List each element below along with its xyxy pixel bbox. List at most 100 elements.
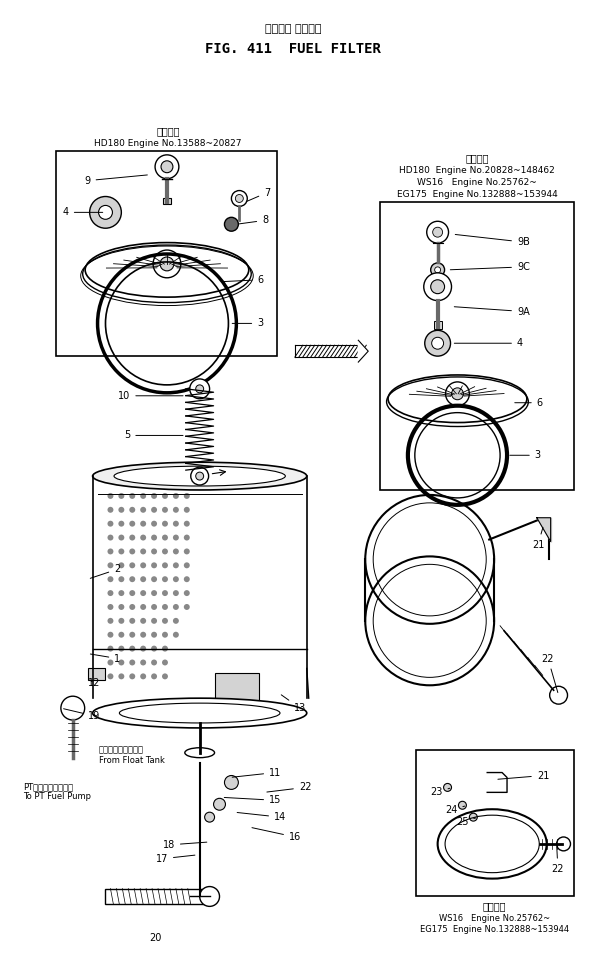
Circle shape <box>151 590 157 596</box>
Text: 16: 16 <box>252 828 301 842</box>
Text: From Float Tank: From Float Tank <box>98 756 164 765</box>
Text: 8: 8 <box>239 215 268 226</box>
Circle shape <box>107 590 114 596</box>
Circle shape <box>107 646 114 652</box>
Circle shape <box>196 385 204 393</box>
Circle shape <box>173 562 179 568</box>
Circle shape <box>107 521 114 526</box>
Text: 4: 4 <box>454 339 523 348</box>
Circle shape <box>118 631 124 637</box>
Circle shape <box>469 813 477 821</box>
Circle shape <box>162 673 168 679</box>
Circle shape <box>173 507 179 513</box>
Text: 3: 3 <box>232 318 263 329</box>
Circle shape <box>140 549 146 555</box>
Text: 1: 1 <box>90 654 120 664</box>
Circle shape <box>107 562 114 568</box>
Circle shape <box>426 221 449 243</box>
Circle shape <box>140 507 146 513</box>
Circle shape <box>423 272 452 301</box>
Ellipse shape <box>120 703 280 723</box>
Text: フュエル フィルタ: フュエル フィルタ <box>264 24 321 34</box>
Circle shape <box>173 618 179 624</box>
Circle shape <box>130 660 135 666</box>
Circle shape <box>162 590 168 596</box>
Circle shape <box>160 257 174 270</box>
Circle shape <box>118 576 124 582</box>
Circle shape <box>184 521 190 526</box>
Circle shape <box>184 493 190 499</box>
Text: 6: 6 <box>222 274 263 285</box>
Circle shape <box>151 549 157 555</box>
Circle shape <box>140 576 146 582</box>
Text: HD180 Engine No.13588~20827: HD180 Engine No.13588~20827 <box>94 139 241 149</box>
Circle shape <box>140 590 146 596</box>
Circle shape <box>550 686 568 704</box>
Text: WS16   Engine No.25762~: WS16 Engine No.25762~ <box>418 178 537 187</box>
Text: 9: 9 <box>84 175 147 186</box>
Ellipse shape <box>388 375 527 422</box>
Text: EG175  Engine No.132888~153944: EG175 Engine No.132888~153944 <box>397 190 558 199</box>
Circle shape <box>224 775 239 789</box>
Circle shape <box>130 507 135 513</box>
Polygon shape <box>537 518 551 542</box>
Circle shape <box>140 673 146 679</box>
Circle shape <box>200 886 220 907</box>
Circle shape <box>162 618 168 624</box>
Circle shape <box>118 493 124 499</box>
Circle shape <box>118 618 124 624</box>
Text: 21: 21 <box>532 527 544 550</box>
Circle shape <box>140 631 146 637</box>
Bar <box>214 673 259 708</box>
Circle shape <box>224 217 239 232</box>
Circle shape <box>140 604 146 610</box>
Circle shape <box>118 549 124 555</box>
Circle shape <box>162 562 168 568</box>
Text: 10: 10 <box>118 391 183 401</box>
Circle shape <box>452 388 464 400</box>
Text: 11: 11 <box>232 768 282 777</box>
Text: 14: 14 <box>237 812 286 822</box>
Circle shape <box>130 521 135 526</box>
Circle shape <box>130 646 135 652</box>
Bar <box>88 668 105 680</box>
Circle shape <box>107 576 114 582</box>
Circle shape <box>118 521 124 526</box>
Circle shape <box>140 660 146 666</box>
Text: 9B: 9B <box>455 234 530 247</box>
Circle shape <box>140 646 146 652</box>
Circle shape <box>107 631 114 637</box>
Circle shape <box>151 673 157 679</box>
Circle shape <box>184 534 190 541</box>
Circle shape <box>130 631 135 637</box>
Circle shape <box>173 590 179 596</box>
Circle shape <box>107 618 114 624</box>
Text: 12: 12 <box>88 678 101 688</box>
Bar <box>105 888 204 904</box>
Text: 2: 2 <box>90 564 120 578</box>
Circle shape <box>140 493 146 499</box>
Ellipse shape <box>92 699 307 728</box>
Ellipse shape <box>85 242 249 297</box>
Circle shape <box>173 493 179 499</box>
Circle shape <box>214 798 226 811</box>
Circle shape <box>204 812 214 822</box>
Circle shape <box>173 534 179 541</box>
Circle shape <box>130 604 135 610</box>
Circle shape <box>433 228 442 237</box>
Bar <box>416 750 574 896</box>
Circle shape <box>130 618 135 624</box>
Circle shape <box>184 549 190 555</box>
Circle shape <box>118 534 124 541</box>
Circle shape <box>98 205 112 219</box>
Text: 3: 3 <box>510 450 541 460</box>
Circle shape <box>190 378 210 399</box>
Text: EG175  Engine No.132888~153944: EG175 Engine No.132888~153944 <box>419 924 569 934</box>
Circle shape <box>196 472 204 480</box>
Circle shape <box>151 604 157 610</box>
Circle shape <box>151 660 157 666</box>
Circle shape <box>130 493 135 499</box>
Circle shape <box>173 604 179 610</box>
Bar <box>434 321 442 329</box>
Circle shape <box>162 604 168 610</box>
